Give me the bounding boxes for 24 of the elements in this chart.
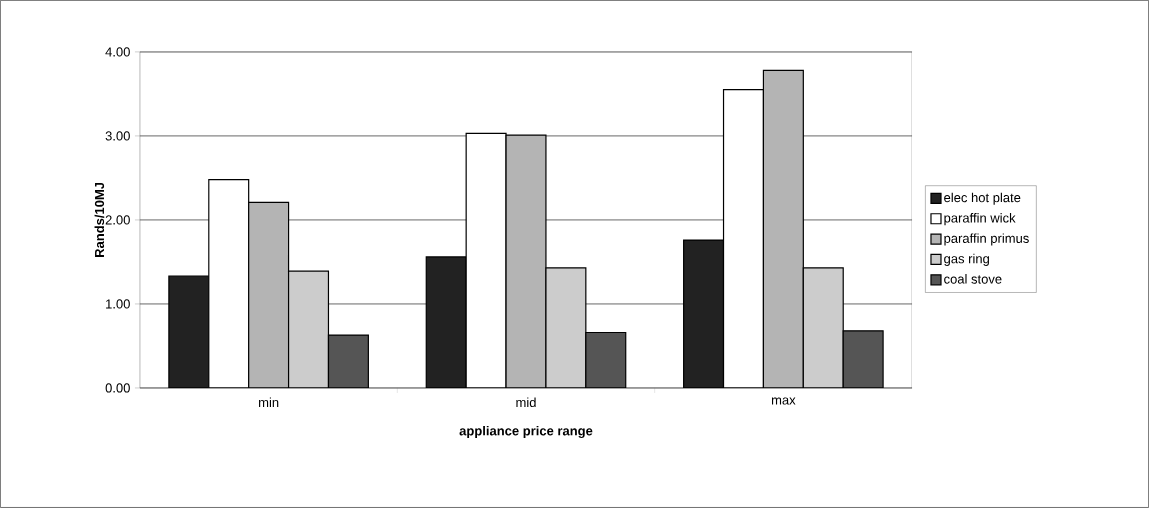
bar [168, 275, 210, 389]
bar [802, 267, 844, 389]
legend-label: elec hot plate [944, 192, 1021, 205]
x-tick-label: max [771, 397, 796, 405]
x-tick-label: min [259, 397, 279, 407]
bar [287, 270, 330, 389]
y-tick-label: 0.00 [105, 383, 130, 393]
bar [683, 239, 725, 389]
bar [762, 69, 804, 389]
y-tick-label: 3.00 [105, 131, 130, 141]
legend-label: paraffin primus [944, 233, 1029, 246]
x-axis-title: appliance price range [459, 425, 593, 439]
bar [545, 267, 587, 389]
y-axis-title: Rands/10MJ [94, 182, 105, 258]
x-tick-label: mid [516, 397, 536, 408]
y-tick-label: 4.00 [105, 47, 130, 57]
legend-label: gas ring [944, 253, 989, 266]
bar [248, 201, 290, 389]
legend-label: coal stove [944, 274, 1002, 284]
y-tick-label: 1.00 [106, 299, 130, 309]
bar [425, 256, 467, 389]
y-tick-label: 2.00 [105, 215, 130, 225]
bar [505, 134, 547, 389]
legend-label: paraffin wick [944, 213, 1016, 226]
